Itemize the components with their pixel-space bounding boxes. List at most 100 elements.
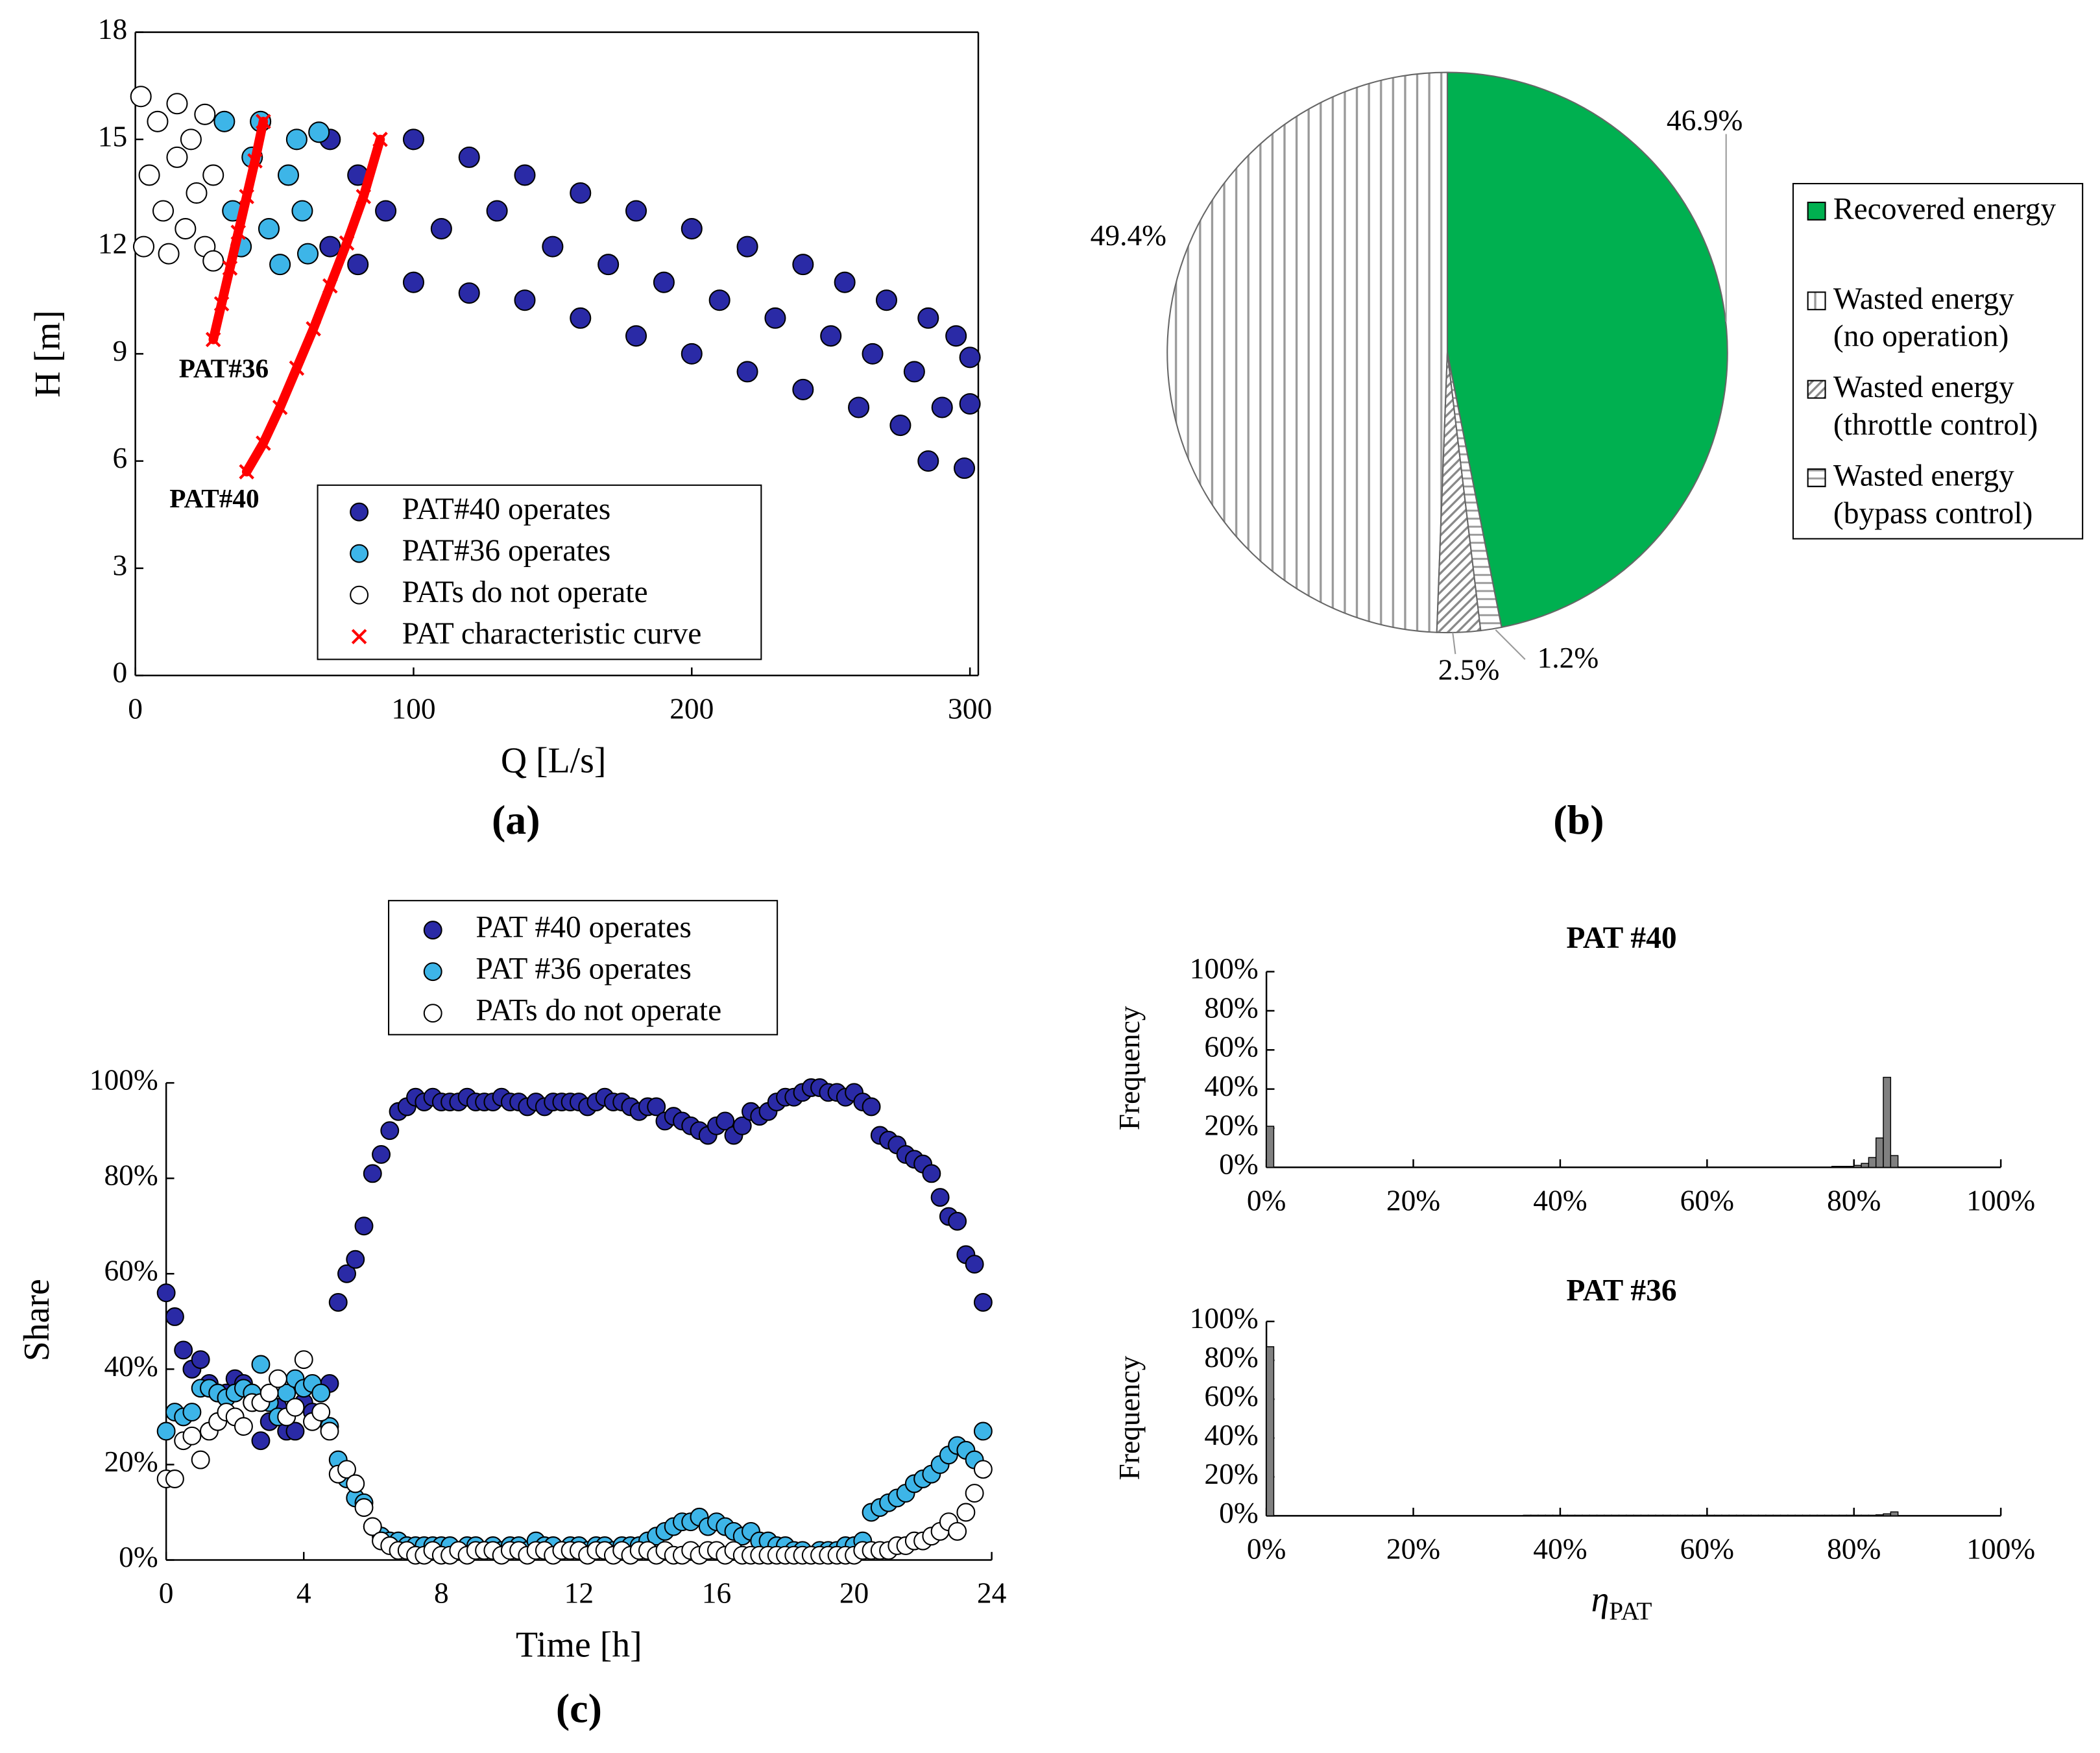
point [251, 1431, 271, 1451]
y-tick-label: 60% [104, 1255, 158, 1287]
y-tick-label: 80% [104, 1159, 158, 1192]
legend-label: Wasted energy (throttle control) [1833, 370, 2038, 442]
data-label: 1.2% [1538, 642, 1599, 674]
histogram-bar [1713, 1514, 1722, 1517]
point [820, 325, 842, 347]
x-tick-label: 80% [1827, 1184, 1881, 1216]
histogram-bar [1831, 1514, 1840, 1517]
point [337, 1460, 356, 1479]
legend-label-line: Wasted energy [1833, 370, 2014, 404]
x-tick-label: 16 [702, 1577, 731, 1610]
histogram-bar [1750, 1514, 1759, 1517]
histogram-bar [1699, 1514, 1708, 1517]
point [965, 1255, 984, 1274]
y-axis-label: Frequency [1113, 1355, 1146, 1480]
point [458, 146, 480, 168]
histogram-bar [1883, 1513, 1892, 1517]
y-tick-label: 60% [1204, 1380, 1258, 1412]
x-tick-label: 0% [1247, 1184, 1286, 1216]
subplot-title: PAT #36 [1566, 1274, 1676, 1307]
point [346, 1474, 365, 1493]
cross-marker [230, 224, 247, 240]
histogram-bar [1604, 1514, 1612, 1517]
curve-annotation: PAT#40 [169, 483, 259, 513]
cross-marker [256, 114, 271, 130]
legend-swatch [1807, 380, 1826, 399]
histogram-bar [1266, 1126, 1275, 1168]
legend-label-line: (throttle control) [1833, 408, 2038, 442]
histogram-bar [1883, 1076, 1892, 1168]
point [194, 103, 216, 125]
cross-marker [222, 260, 238, 276]
point [922, 1164, 941, 1183]
point [903, 361, 925, 383]
y-axis-label: Share [17, 1279, 57, 1361]
legend-label: PAT#36 operates [402, 534, 610, 568]
point [319, 236, 341, 258]
point [156, 1421, 176, 1441]
curve-annotation: PAT#36 [179, 354, 269, 383]
histogram-bar [1757, 1514, 1767, 1517]
histogram-bar [1772, 1514, 1781, 1517]
point [277, 164, 300, 186]
x-tick-label: 24 [977, 1577, 1007, 1610]
point [792, 378, 814, 400]
legend-label: Recovered energy [1833, 192, 2057, 226]
histogram-bar [1545, 1514, 1554, 1517]
point [285, 1421, 305, 1441]
point [308, 121, 330, 143]
data-label: 46.9% [1667, 104, 1743, 136]
cross-marker [239, 189, 254, 204]
legend-swatch [1807, 291, 1826, 311]
point [848, 396, 870, 418]
point [180, 128, 202, 151]
histogram-bar [1618, 1514, 1627, 1517]
point [269, 254, 291, 276]
point [175, 218, 197, 240]
point [948, 1211, 967, 1231]
point [862, 1097, 881, 1117]
legend-marker [350, 544, 369, 563]
point [285, 1397, 305, 1417]
point [948, 1521, 967, 1541]
x-axis-label-main: η [1591, 1579, 1610, 1619]
point [973, 1460, 993, 1479]
legend-swatch [1807, 468, 1826, 487]
histogram-bar [1831, 1166, 1840, 1168]
point [182, 1426, 202, 1445]
x-tick-label: 60% [1680, 1533, 1734, 1566]
histogram-bar [1853, 1514, 1862, 1517]
legend-marker [423, 921, 442, 940]
legend-label-line: (bypass control) [1833, 496, 2033, 530]
point [681, 218, 703, 240]
subplot-title: PAT #40 [1566, 921, 1676, 955]
histogram-bar [1861, 1514, 1870, 1517]
x-tick-label: 100 [391, 692, 435, 725]
histogram-bar [1780, 1514, 1789, 1517]
point [653, 271, 675, 293]
point [732, 1116, 752, 1135]
point [875, 289, 897, 311]
histogram-bar [1839, 1514, 1848, 1517]
histogram-bar [1721, 1514, 1730, 1517]
x-axis-label-sub: PAT [1609, 1597, 1652, 1625]
point [191, 1450, 210, 1469]
point [931, 396, 953, 418]
point [191, 1350, 210, 1370]
histogram-bar [1530, 1514, 1539, 1517]
point [372, 1144, 391, 1164]
histogram-bar [1765, 1514, 1774, 1517]
legend-marker [350, 502, 369, 522]
legend-swatch [1807, 201, 1826, 221]
point [542, 236, 564, 258]
x-axis-label: Q [L/s] [501, 740, 607, 780]
point [259, 1383, 279, 1403]
cross-marker [256, 435, 271, 451]
point [311, 1383, 331, 1403]
histogram-bar [1662, 1514, 1671, 1517]
point [380, 1121, 400, 1141]
point [647, 1097, 666, 1117]
point [954, 457, 976, 479]
y-tick-label: 0% [1219, 1148, 1259, 1181]
y-tick-label: 40% [1204, 1419, 1258, 1451]
